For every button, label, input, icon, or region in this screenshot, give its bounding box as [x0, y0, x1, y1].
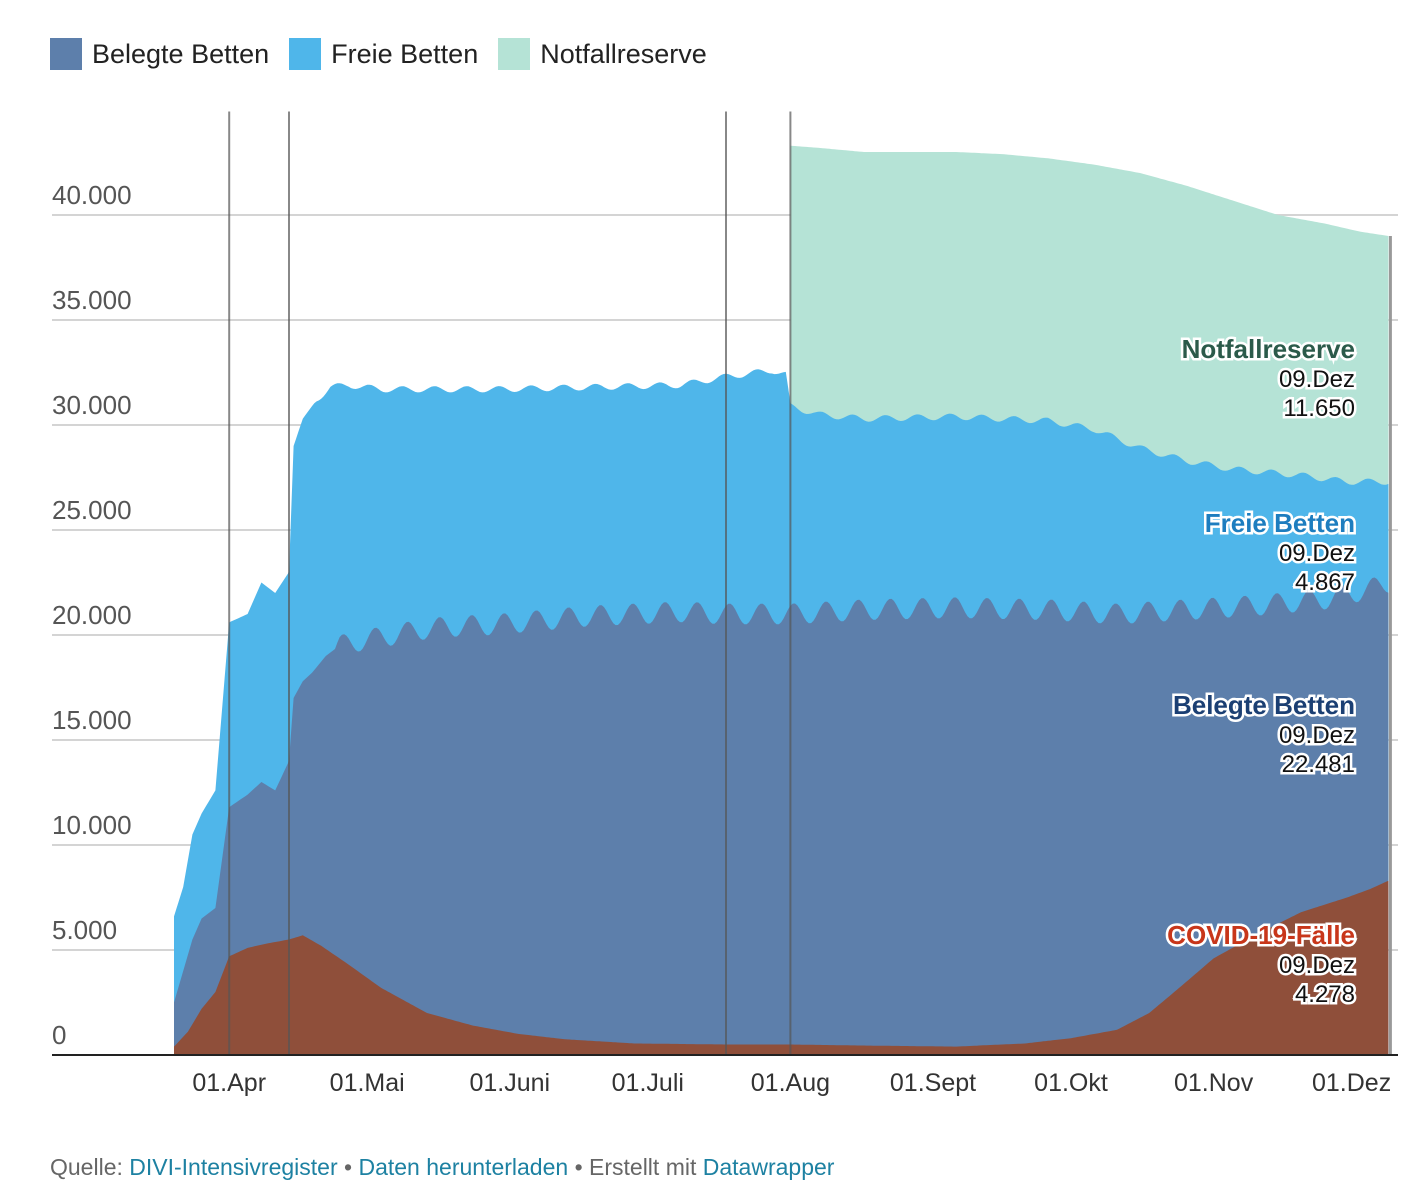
- x-tick-label: 01.Mai: [330, 1069, 405, 1097]
- x-axis: 01.Apr 01.Mai 01.Juni 01.Juli 01.Aug 01.Sept 0…: [52, 1054, 1398, 1097]
- legend-swatch: [50, 38, 82, 70]
- separator: •: [344, 1154, 353, 1180]
- legend-swatch: [498, 38, 531, 70]
- legend: Belegte Betten Freie Betten Notfallreser…: [50, 38, 707, 70]
- legend-swatch: [289, 38, 322, 70]
- legend-item-belegte-betten[interactable]: Belegte Betten: [50, 38, 269, 70]
- x-tick-label: 01.Juni: [469, 1069, 550, 1097]
- y-tick-label: 35.000: [52, 285, 132, 315]
- end-label-date: 09.Dez: [1279, 722, 1355, 749]
- x-tick-label: 01.Dez: [1312, 1069, 1391, 1097]
- vertical-markers: [228, 111, 1392, 1055]
- end-label-date: 09.Dez: [1279, 952, 1355, 979]
- legend-label: Belegte Betten: [92, 38, 270, 69]
- end-label-title: Belegte Betten: [1173, 690, 1355, 720]
- legend-item-freie-betten[interactable]: Freie Betten: [289, 38, 478, 70]
- y-tick-label: 0: [52, 1020, 66, 1050]
- legend-label: Freie Betten: [331, 38, 479, 69]
- end-label-title: COVID-19-Fälle: [1167, 920, 1355, 950]
- y-tick-label: 15.000: [52, 705, 132, 735]
- x-tick-label: 01.Apr: [192, 1069, 266, 1097]
- end-label-title: Freie Betten: [1205, 508, 1355, 538]
- x-tick-label: 01.Juli: [612, 1069, 684, 1097]
- end-label-value: 11.650: [1283, 395, 1355, 422]
- footer: Quelle: DIVI-Intensivregister • Daten he…: [50, 1154, 834, 1181]
- chart-areas: [174, 145, 1389, 1055]
- y-tick-label: 5.000: [52, 915, 117, 945]
- area-chart: 0 5.000 10.000 15.000 20.000 25.000 30.000 35.0…: [52, 111, 1398, 1097]
- y-tick-label: 25.000: [52, 495, 132, 525]
- end-label-title: Notfallreserve: [1182, 334, 1355, 364]
- datawrapper-link[interactable]: Datawrapper: [702, 1154, 835, 1180]
- y-tick-label: 30.000: [52, 390, 132, 420]
- area-covid-19-f-lle: [174, 880, 1389, 1055]
- y-tick-label: 40.000: [52, 180, 132, 210]
- legend-label: Notfallreserve: [540, 38, 707, 69]
- download-link[interactable]: Daten herunterladen: [358, 1154, 569, 1180]
- y-tick-label: 10.000: [52, 810, 132, 840]
- x-tick-label: 01.Okt: [1034, 1069, 1108, 1097]
- end-label-date: 09.Dez: [1279, 366, 1355, 393]
- x-tick-label: 01.Aug: [751, 1069, 830, 1097]
- end-label-value: 4.278: [1295, 981, 1355, 1008]
- source-link[interactable]: DIVI-Intensivregister: [129, 1154, 338, 1180]
- created-with: • Erstellt mit: [574, 1154, 697, 1180]
- area-belegte-betten: [174, 577, 1389, 1055]
- x-tick-label: 01.Sept: [890, 1069, 976, 1097]
- y-tick-label: 20.000: [52, 600, 132, 630]
- source-prefix: Quelle:: [50, 1154, 123, 1180]
- end-label-value: 22.481: [1282, 751, 1355, 778]
- end-label-date: 09.Dez: [1279, 540, 1355, 567]
- y-axis: 0 5.000 10.000 15.000 20.000 25.000 30.000 35.0…: [52, 180, 132, 1050]
- x-tick-label: 01.Nov: [1174, 1069, 1254, 1097]
- legend-item-notfallreserve[interactable]: Notfallreserve: [498, 38, 707, 70]
- end-label-value: 4.867: [1295, 569, 1355, 596]
